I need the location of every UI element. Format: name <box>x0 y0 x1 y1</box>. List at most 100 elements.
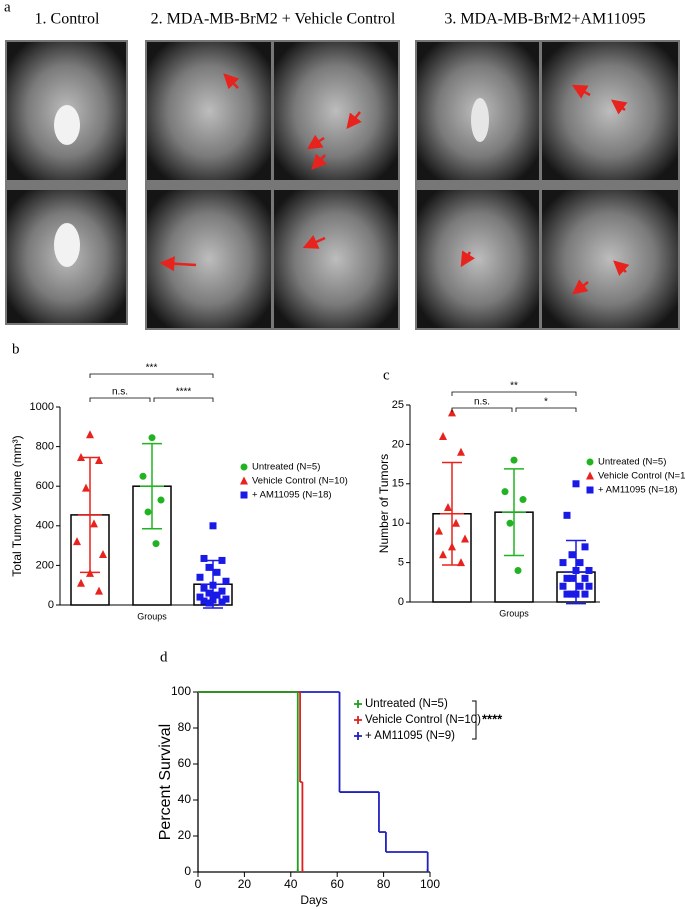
organ <box>471 98 489 142</box>
y-tick-label: 400 <box>36 520 54 532</box>
y-tick-label: 15 <box>392 478 404 490</box>
point <box>581 543 589 551</box>
legend-label: Vehicle Control (N=10) <box>365 714 481 726</box>
y-tick-label: 200 <box>36 559 54 571</box>
point <box>506 519 514 527</box>
point <box>90 519 98 528</box>
point <box>572 480 580 488</box>
legend-marker <box>586 471 594 480</box>
legend-label: Vehicle Control (N=10) <box>598 471 685 482</box>
point <box>585 566 593 574</box>
point <box>572 566 580 574</box>
point <box>152 540 160 548</box>
point <box>73 537 81 546</box>
point <box>213 591 221 599</box>
y-tick-label: 5 <box>398 557 404 569</box>
arrow <box>572 279 589 295</box>
significance-label: * <box>544 397 548 408</box>
legend-marker <box>354 700 362 708</box>
point <box>99 550 107 559</box>
legend-marker <box>354 732 362 740</box>
legend-label: Untreated (N=5) <box>365 698 448 710</box>
point <box>559 582 567 590</box>
point <box>222 577 230 585</box>
legend-label: + AM11095 (N=18) <box>598 485 678 496</box>
arrow <box>611 99 628 115</box>
point <box>157 496 165 504</box>
x-axis-label: Days <box>300 893 327 907</box>
panel-label: a <box>4 0 11 15</box>
x-tick-label: 60 <box>331 877 345 891</box>
error-bar <box>440 461 464 566</box>
legend-bracket <box>472 700 477 740</box>
y-tick-label: 600 <box>36 480 54 492</box>
y-axis-label: Percent Survival <box>157 724 174 841</box>
mri-images <box>5 40 680 330</box>
mri-image <box>542 42 678 180</box>
significance-bracket <box>451 391 577 396</box>
legend-label: + AM11095 (N=18) <box>252 490 332 501</box>
point <box>196 573 204 581</box>
point <box>444 502 452 511</box>
significance-label: **** <box>176 387 192 398</box>
significance-bracket <box>89 397 151 402</box>
point <box>86 430 94 439</box>
legend-marker <box>586 486 594 494</box>
organ <box>54 105 80 145</box>
point <box>205 599 213 607</box>
y-tick-label: 60 <box>178 756 192 770</box>
point <box>213 568 221 576</box>
point <box>209 596 217 604</box>
significance-bracket <box>153 397 214 402</box>
point <box>568 551 576 559</box>
y-tick-label: 25 <box>392 399 404 411</box>
arrow <box>613 260 630 276</box>
legend-marker <box>240 463 248 471</box>
arrow <box>306 134 325 150</box>
point <box>218 598 226 606</box>
point <box>148 434 156 442</box>
point <box>439 432 447 441</box>
error-bar <box>78 456 102 574</box>
point <box>448 408 456 417</box>
point <box>200 597 208 605</box>
error-bar <box>140 442 164 530</box>
arrow <box>346 111 362 129</box>
arrow <box>311 153 327 170</box>
point <box>95 586 103 595</box>
panel-label: b <box>12 341 20 357</box>
arrow <box>159 256 197 272</box>
point <box>581 590 589 598</box>
y-tick-label: 0 <box>48 599 54 611</box>
point <box>218 587 226 595</box>
point <box>572 590 580 598</box>
y-tick-label: 1000 <box>30 401 54 413</box>
point <box>519 496 527 504</box>
arrow <box>571 84 591 99</box>
y-tick-label: 40 <box>178 792 192 806</box>
significance-bracket <box>89 373 214 378</box>
point <box>501 488 509 496</box>
legend-marker <box>586 458 594 466</box>
legend-label: Untreated (N=5) <box>252 462 320 473</box>
y-tick-label: 20 <box>392 438 404 450</box>
point <box>86 568 94 577</box>
point <box>461 534 469 543</box>
point <box>563 574 571 582</box>
x-axis-label: Groups <box>137 611 167 621</box>
legend-marker <box>354 716 362 724</box>
x-tick-label: 100 <box>420 877 440 891</box>
legend-marker <box>240 491 248 499</box>
mri-image <box>147 42 271 180</box>
arrow <box>302 235 326 249</box>
point <box>77 578 85 587</box>
panel-label: d <box>160 649 168 665</box>
panel-label: c <box>383 367 390 383</box>
point <box>209 522 217 530</box>
legend-marker <box>240 476 248 485</box>
y-tick-label: 10 <box>392 517 404 529</box>
x-tick-label: 40 <box>284 877 298 891</box>
significance-bracket <box>515 407 577 412</box>
point <box>82 483 90 492</box>
